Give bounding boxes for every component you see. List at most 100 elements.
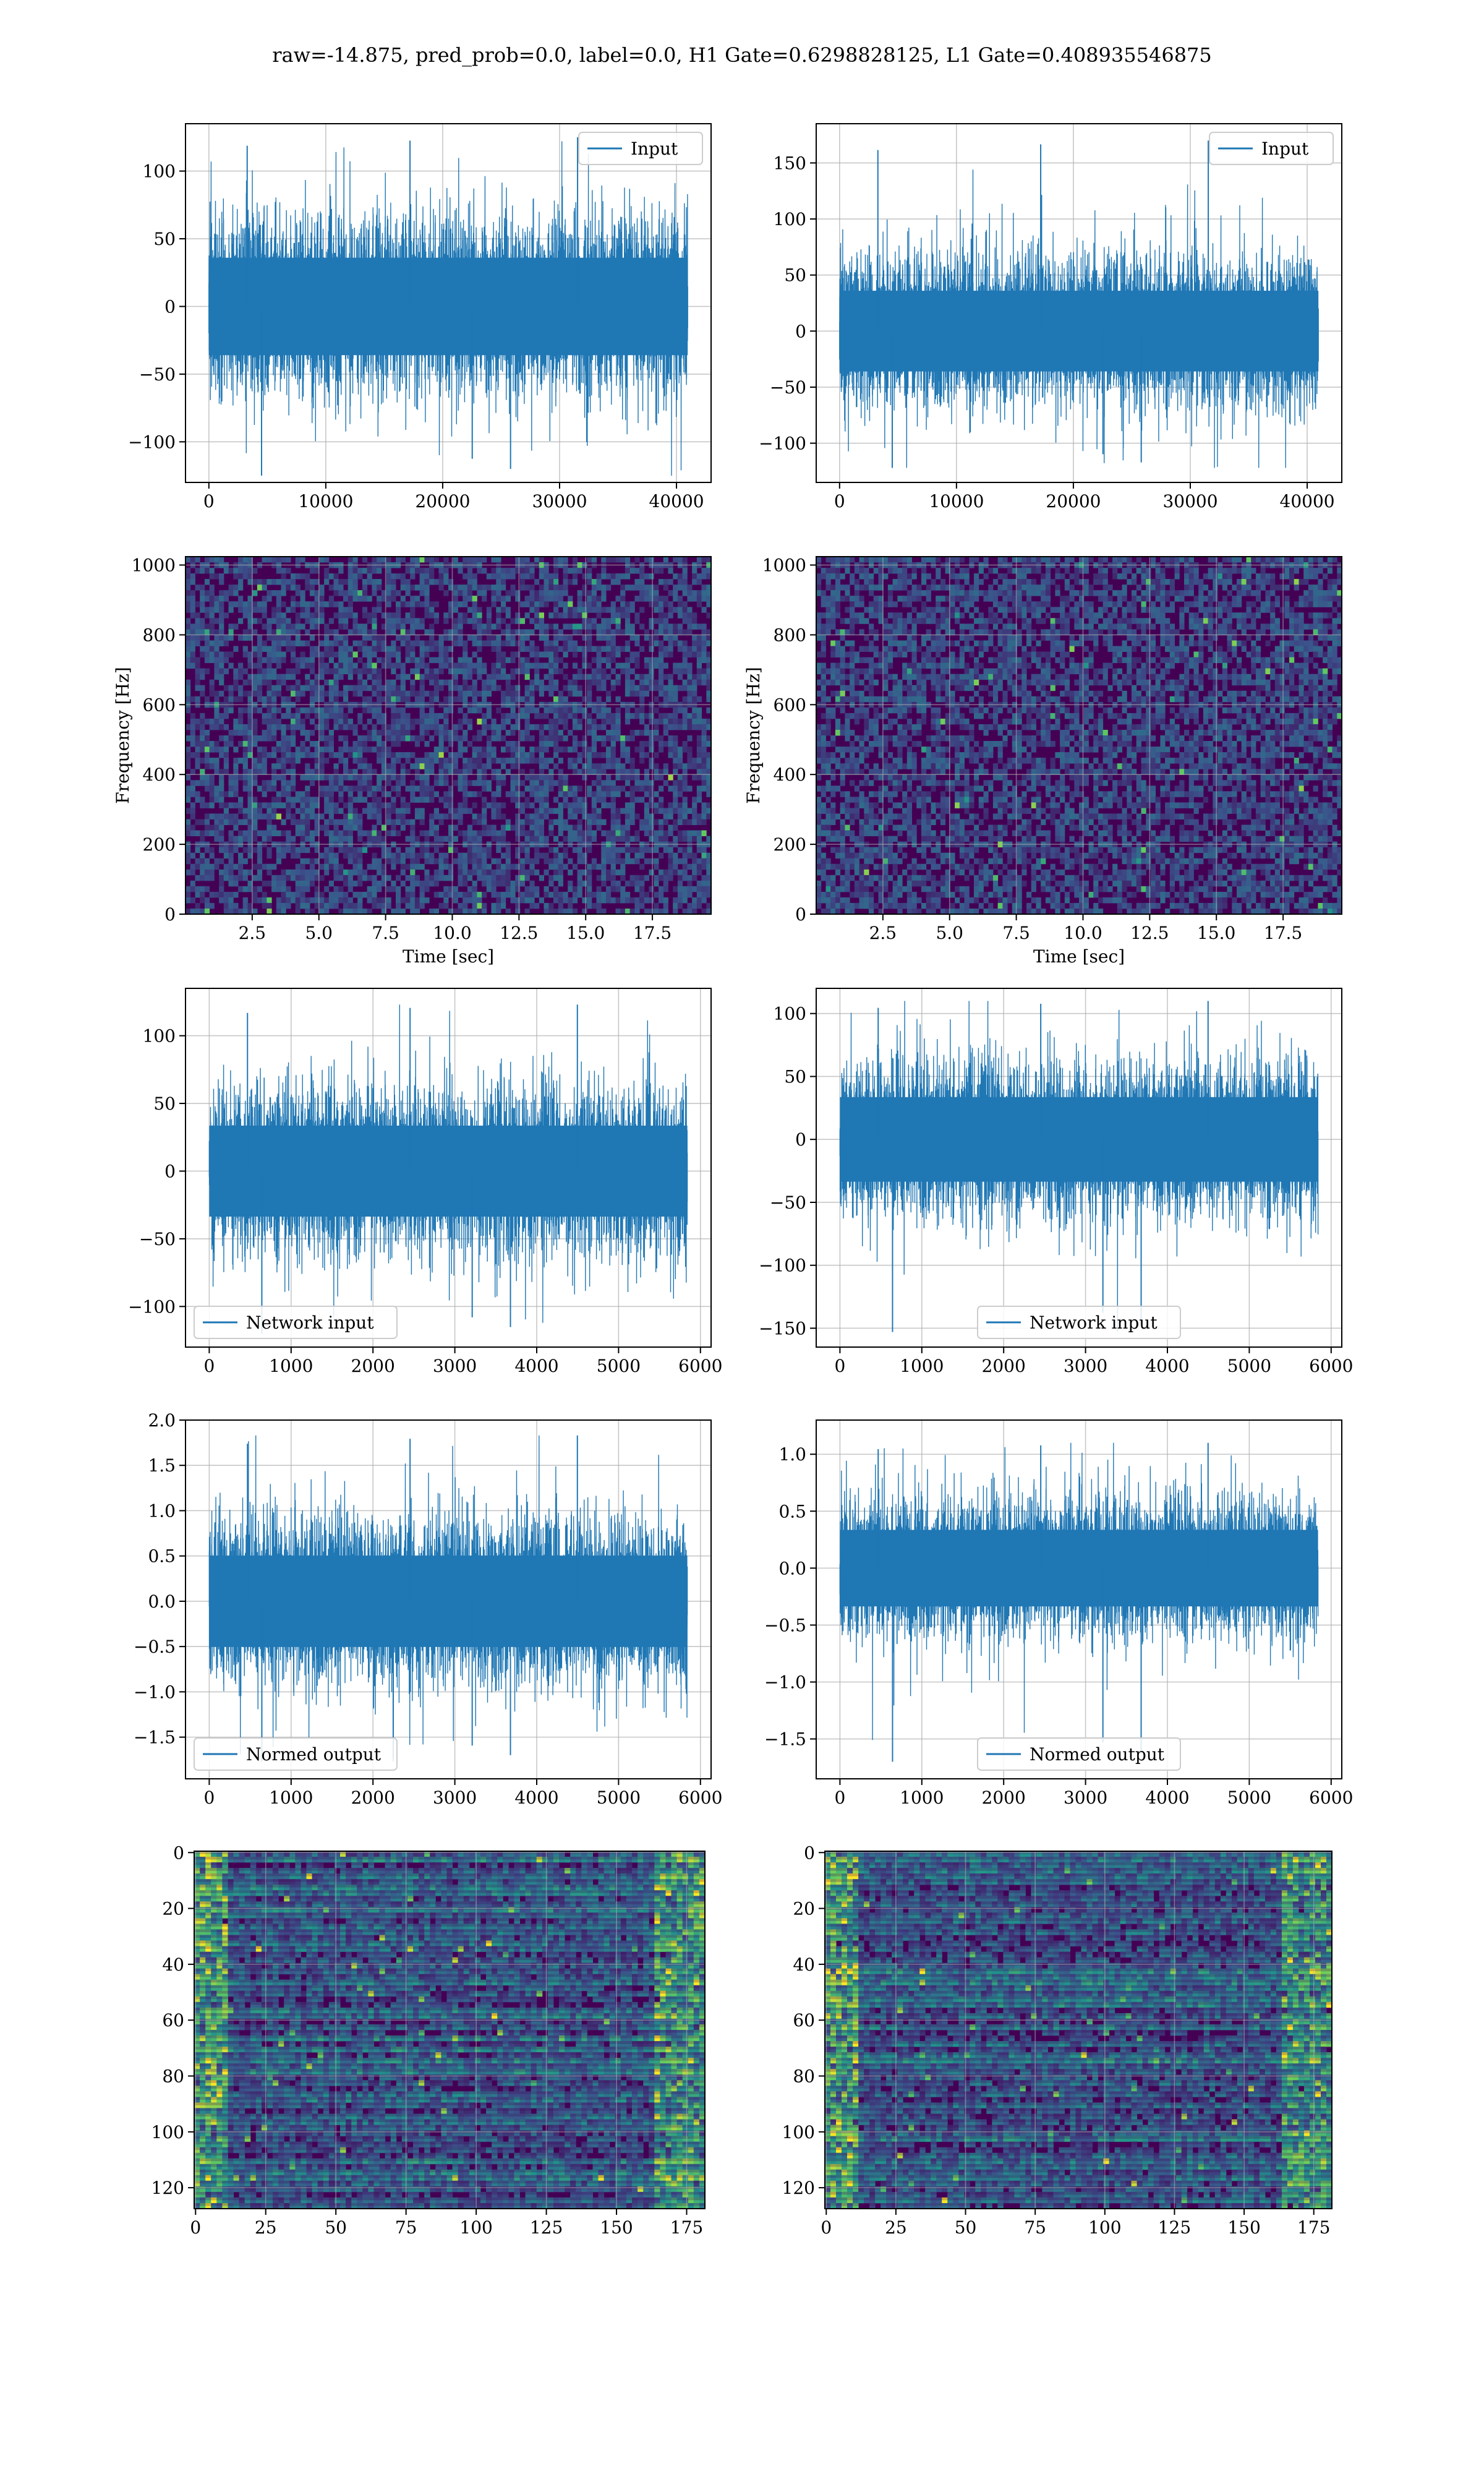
heatmap-cell [673, 669, 678, 675]
heatmap-cell [578, 568, 582, 574]
y-tick-label: −50 [770, 377, 806, 398]
heatmap-cell [410, 652, 415, 658]
heatmap-cell [338, 635, 343, 641]
heatmap-cell [343, 590, 348, 596]
heatmap-cell [357, 641, 362, 647]
heatmap-cell [190, 601, 195, 607]
heatmap-cell [238, 557, 243, 563]
heatmap-cell [496, 623, 501, 630]
heatmap-cell [673, 596, 678, 602]
heatmap-cell [267, 657, 271, 664]
heatmap-cell [630, 669, 635, 675]
heatmap-cell [563, 590, 568, 596]
heatmap-cell [243, 612, 248, 618]
heatmap-cell [200, 607, 205, 613]
heatmap-cell [372, 612, 377, 618]
heatmap-cell [243, 601, 248, 607]
heatmap-cell [606, 584, 611, 591]
heatmap-cell [200, 618, 205, 624]
heatmap-cell [372, 618, 377, 624]
heatmap-cell [252, 568, 257, 574]
heatmap-cell [592, 596, 597, 602]
heatmap-cell [592, 590, 597, 596]
heatmap-cell [238, 579, 243, 585]
heatmap-cell [353, 596, 358, 602]
heatmap-cell [396, 674, 401, 680]
heatmap-cell [467, 573, 472, 580]
heatmap-cell [578, 607, 582, 613]
heatmap-cell [482, 663, 487, 669]
heatmap-cell [286, 568, 291, 574]
heatmap-cell [334, 641, 339, 647]
heatmap-cell [362, 607, 367, 613]
heatmap-cell [243, 669, 248, 675]
heatmap-cell [343, 652, 348, 658]
heatmap-cell [568, 568, 573, 574]
heatmap-cell [262, 596, 267, 602]
heatmap-cell [214, 573, 219, 580]
heatmap-cell [702, 623, 707, 630]
heatmap-cell [367, 596, 372, 602]
heatmap-cell [429, 601, 434, 607]
heatmap-cell [634, 612, 639, 618]
heatmap-cell [386, 590, 391, 596]
heatmap-cell [372, 646, 377, 653]
heatmap-cell [386, 663, 391, 669]
heatmap-cell [357, 568, 362, 574]
heatmap-cell [439, 646, 444, 653]
heatmap-cell [386, 618, 391, 624]
heatmap-cell [601, 596, 606, 602]
heatmap-cell [281, 579, 286, 585]
heatmap-cell [338, 590, 343, 596]
heatmap-cell [310, 663, 315, 669]
heatmap-cell [210, 685, 215, 691]
heatmap-cell [511, 674, 516, 680]
heatmap-cell [195, 557, 200, 563]
heatmap-cell [305, 674, 310, 680]
heatmap-cell [252, 590, 257, 596]
heatmap-cell [692, 652, 697, 658]
heatmap-cell [616, 579, 621, 585]
heatmap-cell [210, 612, 215, 618]
heatmap-cell [472, 584, 477, 591]
heatmap-cell [453, 674, 458, 680]
heatmap-cell [458, 590, 463, 596]
heatmap-cell [534, 607, 539, 613]
heatmap-cell [477, 641, 482, 647]
heatmap-cell [558, 669, 563, 675]
heatmap-cell [663, 623, 668, 630]
heatmap-cell [429, 657, 434, 664]
heatmap-cell [334, 612, 339, 618]
heatmap-cell [625, 669, 630, 675]
heatmap-cell [190, 596, 195, 602]
heatmap-cell [439, 584, 444, 591]
heatmap-cell [477, 657, 482, 664]
heatmap-cell [544, 629, 549, 635]
heatmap-cell [501, 584, 506, 591]
heatmap-cell [563, 568, 568, 574]
heatmap-cell [296, 623, 301, 630]
heatmap-cell [406, 652, 411, 658]
heatmap-cell [659, 680, 663, 686]
heatmap-cell [410, 601, 415, 607]
heatmap-cell [482, 629, 487, 635]
heatmap-cell [683, 669, 688, 675]
heatmap-cell [654, 590, 659, 596]
heatmap-cell [548, 646, 553, 653]
heatmap-cell [329, 629, 334, 635]
heatmap-cell [687, 629, 692, 635]
heatmap-cell [568, 607, 573, 613]
heatmap-cell [582, 590, 587, 596]
heatmap-cell [506, 573, 511, 580]
heatmap-cell [568, 635, 573, 641]
heatmap-cell [654, 618, 659, 624]
heatmap-cell [415, 596, 420, 602]
heatmap-cell [429, 557, 434, 563]
heatmap-cell [262, 669, 267, 675]
heatmap-cell [639, 596, 644, 602]
heatmap-cell [587, 557, 592, 563]
heatmap-cell [319, 590, 324, 596]
heatmap-cell [458, 629, 463, 635]
heatmap-cell [434, 579, 439, 585]
heatmap-cell [305, 573, 310, 580]
